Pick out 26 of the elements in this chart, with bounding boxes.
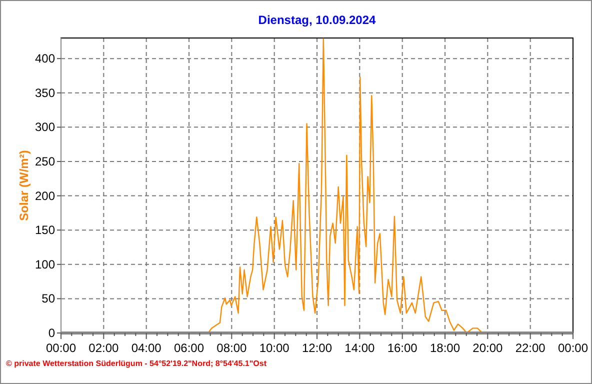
text: © private Wetterstation Süderlügum - 54°52'19.2"Nord; 8°54'45.1"Ost (6, 359, 267, 368)
x-tick-label: 12:00 (302, 341, 332, 355)
y-tick-label: 200 (34, 188, 56, 203)
y-axis-title: Solar (W/m²) (17, 150, 31, 221)
y-tick-label: 350 (34, 86, 56, 100)
x-tick-label: 00:00 (46, 341, 76, 355)
x-tick-label: 22:00 (515, 341, 546, 355)
y-tick-label: 150 (34, 223, 56, 238)
y-tick-label: 400 (34, 52, 56, 66)
x-tick-label: 02:00 (88, 341, 120, 355)
x-tick-label: 00:00 (558, 341, 588, 355)
x-tick-label: 10:00 (259, 341, 290, 355)
x-tick-label: 04:00 (131, 341, 162, 355)
y-tick-label: 100 (34, 257, 56, 272)
chart-title: Dienstag, 10.09.2024 (258, 13, 376, 27)
line-series (208, 38, 483, 334)
x-tick-label: 16:00 (387, 341, 418, 355)
x-tick-label: 06:00 (174, 341, 204, 355)
y-tick-label: 50 (42, 292, 56, 306)
x-tick-label: 08:00 (216, 341, 248, 355)
y-tick-label: 300 (34, 120, 56, 134)
x-tick-label: 14:00 (344, 341, 376, 355)
x-tick-label: 18:00 (430, 341, 460, 355)
x-tick-label: 20:00 (472, 341, 504, 355)
y-tick-label: 250 (34, 154, 56, 168)
y-tick-label: 0 (48, 326, 56, 340)
